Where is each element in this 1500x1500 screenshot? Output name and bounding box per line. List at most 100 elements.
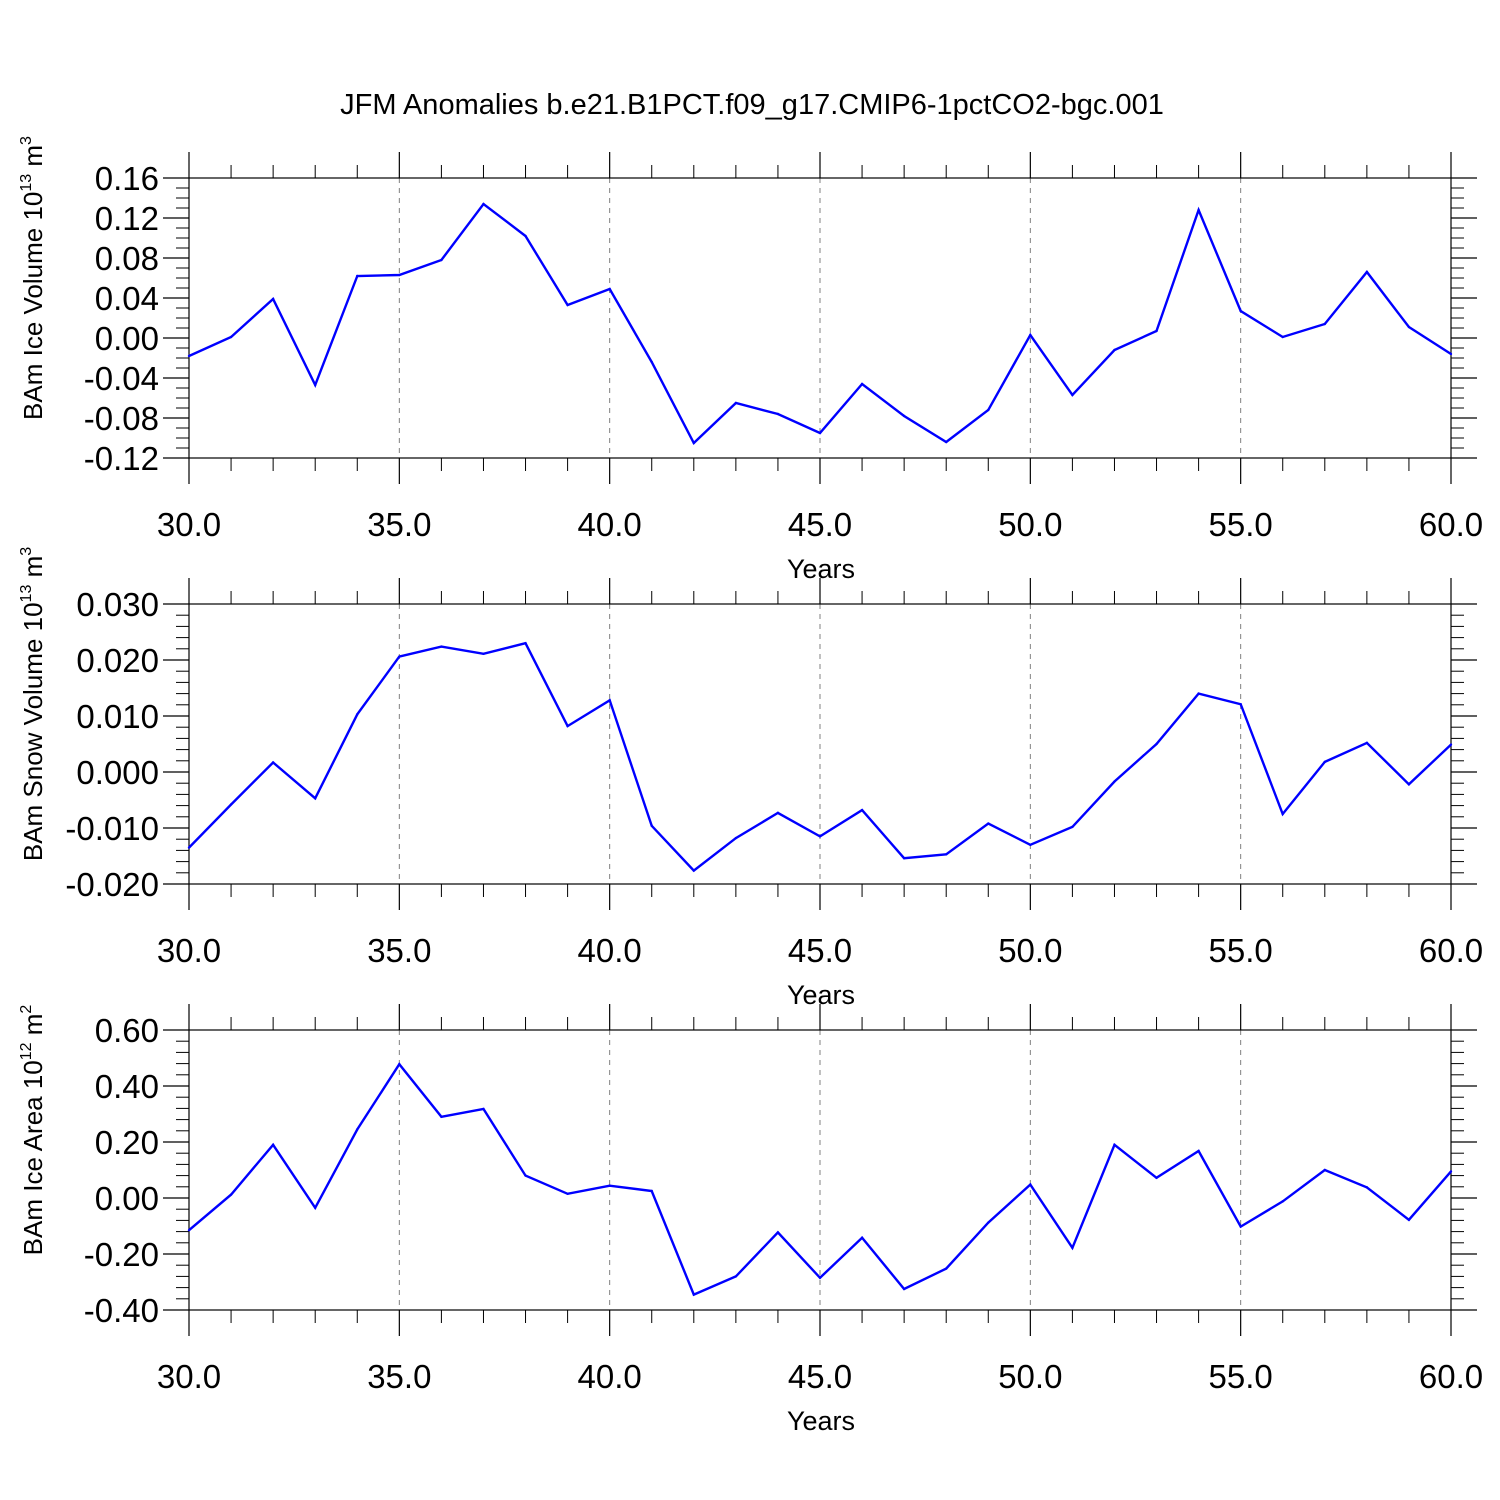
x-axis-title: Years: [787, 980, 855, 1010]
data-point: [482, 1107, 485, 1111]
y-tick-label: -0.08: [84, 400, 159, 437]
data-point: [440, 645, 443, 648]
data-point: [1239, 309, 1242, 313]
y-tick-label: 0.00: [95, 320, 159, 357]
data-point: [1323, 1168, 1327, 1172]
x-tick-label: 40.0: [578, 1358, 642, 1395]
plot-frame: [188, 177, 1452, 459]
plot-frame: [188, 1029, 1452, 1311]
data-point: [1323, 322, 1327, 326]
data-point: [650, 824, 653, 827]
data-point: [1071, 825, 1074, 829]
y-tick-label: -0.04: [84, 360, 159, 397]
data-point: [945, 440, 948, 444]
y-axis-title-superscript: 2: [18, 1005, 35, 1014]
data-point: [1155, 329, 1158, 333]
data-point: [398, 655, 401, 658]
x-tick-label: 55.0: [1209, 1358, 1273, 1395]
x-tick-label: 50.0: [998, 506, 1062, 543]
y-tick-label: 0.030: [76, 586, 159, 623]
y-axis-title-superscript: 12: [18, 1042, 35, 1060]
data-point: [1197, 1149, 1200, 1153]
data-point: [945, 853, 948, 856]
data-point: [1113, 780, 1116, 783]
data-point: [902, 414, 906, 418]
data-point: [860, 808, 864, 812]
y-tick-label: -0.12: [84, 440, 159, 477]
y-tick-label: 0.40: [95, 1068, 159, 1105]
data-point: [776, 412, 780, 416]
data-point: [1029, 1183, 1032, 1186]
data-point: [1449, 352, 1453, 356]
y-axis-title-superscript: 3: [18, 136, 35, 145]
data-point: [482, 652, 485, 656]
data-point: [271, 297, 275, 301]
data-point: [692, 869, 695, 872]
y-axis-title: BAm Ice Volume 1013​ m3​: [18, 136, 48, 420]
data-point: [524, 1174, 527, 1177]
x-tick-label: 60.0: [1419, 1358, 1483, 1395]
data-point: [1281, 1200, 1284, 1203]
y-tick-label: 0.60: [95, 1012, 159, 1049]
data-point: [945, 1267, 948, 1270]
x-tick-label: 45.0: [788, 932, 852, 969]
y-axis-title-superscript: 3: [18, 547, 35, 556]
data-point: [187, 1229, 191, 1232]
data-point: [314, 383, 317, 387]
x-tick-label: 50.0: [998, 1358, 1062, 1395]
data-point: [1197, 692, 1200, 695]
data-point: [692, 1293, 695, 1296]
y-tick-label: 0.08: [95, 240, 159, 277]
y-tick-label: 0.16: [95, 160, 159, 197]
x-axis-title: Years: [787, 554, 855, 584]
data-point: [818, 1276, 822, 1280]
data-point: [734, 1275, 738, 1278]
data-point: [608, 1184, 611, 1187]
data-point: [1029, 843, 1032, 846]
data-point: [1365, 270, 1369, 274]
y-tick-label: -0.40: [84, 1292, 159, 1329]
y-axis-title-text: m: [18, 556, 48, 585]
x-tick-label: 35.0: [367, 1358, 431, 1395]
y-axis-title-superscript: 13: [18, 585, 35, 603]
y-axis-title-superscript: 13: [18, 174, 35, 192]
x-tick-label: 55.0: [1209, 932, 1273, 969]
panel-2: -0.020 -0.010 0.000 0.010 0.020 0.030 30.0 35.0…: [18, 547, 1483, 1010]
x-axis-title: Years: [787, 1406, 855, 1436]
data-point: [1323, 760, 1327, 764]
y-axis-title-text: m: [18, 1014, 48, 1043]
data-point: [902, 857, 906, 860]
data-point: [524, 642, 527, 645]
data-point: [692, 441, 695, 445]
data-point: [398, 273, 401, 277]
data-point: [1071, 393, 1074, 397]
data-point: [1239, 703, 1242, 706]
x-tick-label: 30.0: [157, 932, 221, 969]
data-point: [1029, 333, 1032, 337]
data-point: [860, 1236, 864, 1239]
data-point: [1365, 1186, 1369, 1189]
data-point: [860, 382, 864, 386]
panel-1: -0.12-0.08-0.040.000.040.080.120.16 30.0 3…: [18, 136, 1483, 584]
y-tick-label: 0.20: [95, 1124, 159, 1161]
data-point: [1239, 1225, 1242, 1228]
data-point: [987, 822, 990, 825]
data-point: [187, 846, 191, 849]
y-tick-label: 0.020: [76, 642, 159, 679]
data-point: [1155, 1176, 1158, 1180]
y-tick-label: -0.20: [84, 1236, 159, 1273]
y-tick-label: -0.020: [65, 866, 159, 903]
data-point: [734, 401, 738, 405]
data-point: [356, 1128, 359, 1131]
y-tick-label: 0.04: [95, 280, 159, 317]
data-point: [902, 1287, 906, 1291]
x-tick-label: 40.0: [578, 506, 642, 543]
data-point: [1281, 812, 1284, 816]
data-point: [650, 360, 653, 364]
y-tick-label: -0.010: [65, 810, 159, 847]
data-point: [524, 234, 527, 238]
data-point: [398, 1062, 401, 1066]
y-tick-label: 0.000: [76, 754, 159, 791]
